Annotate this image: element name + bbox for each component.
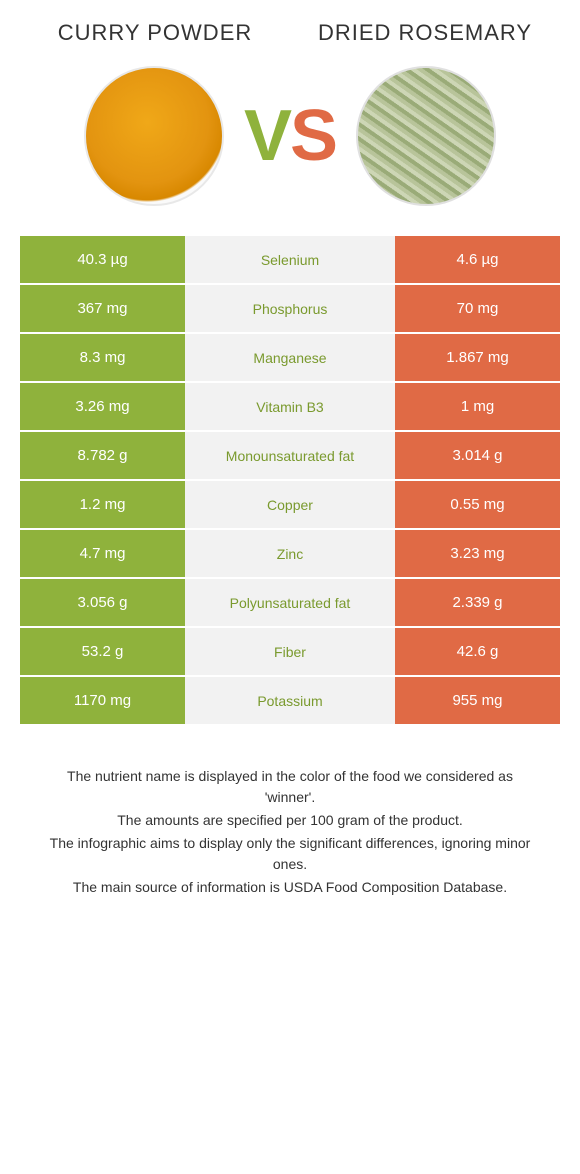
left-value-cell: 53.2 g	[20, 628, 185, 675]
left-food-title: CURRY POWDER	[34, 20, 277, 46]
right-value-cell: 955 mg	[395, 677, 560, 724]
left-value-cell: 1.2 mg	[20, 481, 185, 528]
left-value-cell: 1170 mg	[20, 677, 185, 724]
footer-line: The amounts are specified per 100 gram o…	[40, 810, 540, 831]
nutrient-label-cell: Monounsaturated fat	[185, 432, 395, 479]
nutrient-table: 40.3 µgSelenium4.6 µg367 mgPhosphorus70 …	[20, 236, 560, 726]
right-value-cell: 3.014 g	[395, 432, 560, 479]
footer-line: The infographic aims to display only the…	[40, 833, 540, 875]
vs-s-letter: S	[290, 96, 336, 176]
left-value-cell: 367 mg	[20, 285, 185, 332]
dried-rosemary-image	[356, 66, 496, 206]
vs-row: VS	[0, 56, 580, 236]
nutrient-label-cell: Phosphorus	[185, 285, 395, 332]
nutrient-label-cell: Fiber	[185, 628, 395, 675]
nutrient-label-cell: Zinc	[185, 530, 395, 577]
table-row: 8.3 mgManganese1.867 mg	[20, 334, 560, 383]
nutrient-label-cell: Potassium	[185, 677, 395, 724]
footer-line: The nutrient name is displayed in the co…	[40, 766, 540, 808]
table-row: 3.26 mgVitamin B31 mg	[20, 383, 560, 432]
table-row: 53.2 gFiber42.6 g	[20, 628, 560, 677]
left-value-cell: 8.782 g	[20, 432, 185, 479]
table-row: 8.782 gMonounsaturated fat3.014 g	[20, 432, 560, 481]
table-row: 1.2 mgCopper0.55 mg	[20, 481, 560, 530]
right-value-cell: 0.55 mg	[395, 481, 560, 528]
table-row: 3.056 gPolyunsaturated fat2.339 g	[20, 579, 560, 628]
footer-notes: The nutrient name is displayed in the co…	[0, 726, 580, 898]
left-value-cell: 8.3 mg	[20, 334, 185, 381]
right-value-cell: 70 mg	[395, 285, 560, 332]
table-row: 367 mgPhosphorus70 mg	[20, 285, 560, 334]
nutrient-label-cell: Copper	[185, 481, 395, 528]
right-value-cell: 1.867 mg	[395, 334, 560, 381]
right-value-cell: 3.23 mg	[395, 530, 560, 577]
table-row: 40.3 µgSelenium4.6 µg	[20, 236, 560, 285]
left-value-cell: 3.056 g	[20, 579, 185, 626]
right-food-title: DRIED ROSEMARY	[304, 20, 547, 46]
left-value-cell: 40.3 µg	[20, 236, 185, 283]
table-row: 4.7 mgZinc3.23 mg	[20, 530, 560, 579]
footer-line: The main source of information is USDA F…	[40, 877, 540, 898]
header: CURRY POWDER DRIED ROSEMARY	[0, 0, 580, 56]
left-value-cell: 4.7 mg	[20, 530, 185, 577]
right-value-cell: 42.6 g	[395, 628, 560, 675]
nutrient-label-cell: Manganese	[185, 334, 395, 381]
right-value-cell: 1 mg	[395, 383, 560, 430]
left-value-cell: 3.26 mg	[20, 383, 185, 430]
vs-v-letter: V	[244, 96, 290, 176]
right-value-cell: 2.339 g	[395, 579, 560, 626]
curry-powder-image	[84, 66, 224, 206]
vs-label: VS	[244, 95, 336, 177]
table-row: 1170 mgPotassium955 mg	[20, 677, 560, 726]
nutrient-label-cell: Vitamin B3	[185, 383, 395, 430]
nutrient-label-cell: Selenium	[185, 236, 395, 283]
right-value-cell: 4.6 µg	[395, 236, 560, 283]
nutrient-label-cell: Polyunsaturated fat	[185, 579, 395, 626]
